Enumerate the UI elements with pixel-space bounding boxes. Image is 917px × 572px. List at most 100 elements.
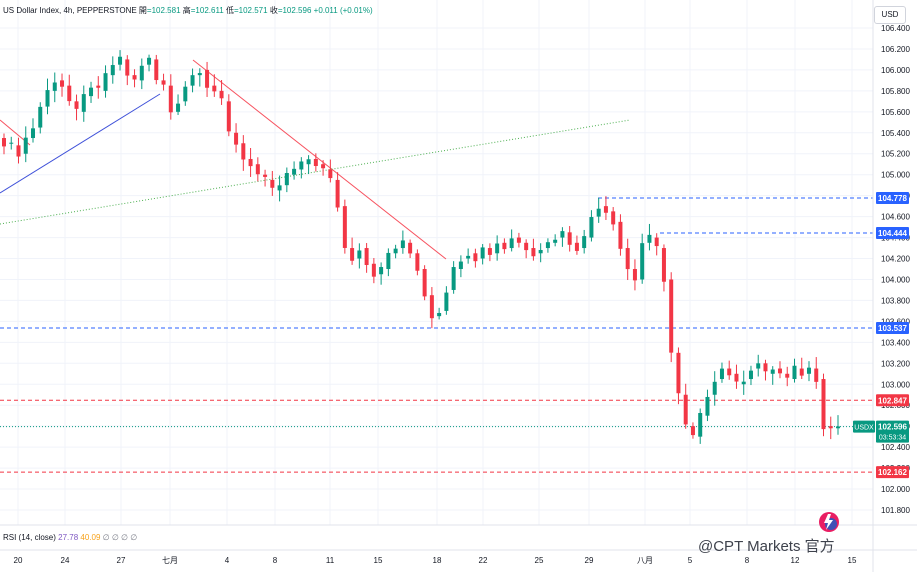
candle-body bbox=[480, 247, 485, 259]
currency-button[interactable]: USD bbox=[874, 6, 906, 24]
y-tick-label: 103.400 bbox=[881, 338, 910, 347]
rsi-ma-value: 40.09 bbox=[80, 533, 101, 542]
candle-body bbox=[45, 90, 50, 107]
price-level-badge bbox=[876, 466, 909, 479]
candle-body bbox=[139, 65, 144, 81]
candle-body bbox=[719, 368, 724, 380]
y-tick-label: 106.400 bbox=[881, 24, 910, 33]
y-tick-label: 101.800 bbox=[881, 506, 910, 515]
candle-body bbox=[270, 179, 275, 188]
x-tick-label: 18 bbox=[433, 556, 442, 565]
candle-body bbox=[415, 253, 420, 271]
candle-body bbox=[292, 168, 297, 175]
candle-body bbox=[321, 164, 326, 169]
x-tick-label: 八月 bbox=[637, 556, 653, 565]
x-tick-label: 5 bbox=[688, 556, 693, 565]
candle-body bbox=[125, 59, 130, 76]
candle-body bbox=[806, 367, 811, 374]
candle-body bbox=[197, 73, 202, 76]
candle-body bbox=[567, 232, 572, 245]
candle-body bbox=[836, 426, 840, 429]
candle-body bbox=[473, 253, 478, 262]
candle-body bbox=[96, 85, 101, 88]
x-tick-label: 8 bbox=[745, 556, 750, 565]
candle-body bbox=[219, 90, 224, 99]
candle-body bbox=[9, 142, 14, 144]
candle-body bbox=[400, 240, 405, 249]
change-value: +0.011 (+0.01%) bbox=[313, 6, 373, 15]
lightning-icon bbox=[819, 512, 839, 532]
candle-body bbox=[495, 243, 500, 254]
candle-body bbox=[313, 158, 318, 167]
candle-body bbox=[799, 368, 804, 376]
candle-body bbox=[81, 94, 86, 112]
high-label: 高 bbox=[182, 6, 191, 15]
x-tick-label: 15 bbox=[374, 556, 383, 565]
candle-body bbox=[393, 248, 398, 254]
candle-body bbox=[350, 248, 355, 261]
candle-body bbox=[553, 239, 558, 243]
candle-body bbox=[379, 267, 384, 275]
price-levels bbox=[0, 197, 873, 473]
candle-body bbox=[524, 242, 529, 251]
chart-header: US Dollar Index, 4h, PEPPERSTONE 開=102.5… bbox=[3, 5, 373, 16]
candle-body bbox=[596, 208, 601, 217]
price-level-badge bbox=[876, 321, 909, 334]
candle-body bbox=[342, 206, 347, 248]
price-level-label: 102.847 bbox=[878, 396, 907, 405]
price-level-label: 102.162 bbox=[878, 468, 907, 477]
y-tick-label: 104.200 bbox=[881, 255, 910, 264]
candle-body bbox=[734, 373, 739, 382]
x-tick-label: 20 bbox=[14, 556, 23, 565]
candle-body bbox=[828, 426, 833, 429]
candle-body bbox=[306, 159, 311, 165]
candle-body bbox=[451, 267, 456, 290]
candle-body bbox=[110, 65, 115, 76]
x-tick-label: 22 bbox=[479, 556, 488, 565]
low-value: =102.571 bbox=[233, 6, 268, 15]
candle-body bbox=[212, 85, 217, 92]
candle-body bbox=[444, 292, 449, 311]
x-tick-label: 24 bbox=[61, 556, 70, 565]
candle-body bbox=[118, 56, 123, 65]
rsi-value: 27.78 bbox=[58, 533, 79, 542]
candle-body bbox=[589, 217, 594, 238]
candle-body bbox=[770, 369, 775, 374]
candle-body bbox=[132, 75, 137, 80]
candle-body bbox=[618, 221, 623, 249]
candle-body bbox=[466, 255, 471, 259]
candle-body bbox=[335, 179, 340, 208]
rsi-extra: ∅ ∅ ∅ ∅ bbox=[102, 533, 138, 542]
candle-body bbox=[67, 85, 72, 102]
watermark: @CPT Markets 官方 bbox=[698, 538, 835, 555]
candle-body bbox=[408, 242, 413, 254]
candle-body bbox=[248, 158, 253, 167]
close-label: 收 bbox=[269, 6, 278, 15]
candle-body bbox=[16, 145, 21, 157]
candle-body bbox=[357, 250, 362, 259]
candle-body bbox=[226, 101, 231, 132]
candle-body bbox=[727, 368, 732, 376]
x-tick-label: 15 bbox=[848, 556, 857, 565]
y-tick-label: 106.200 bbox=[881, 45, 910, 54]
candles bbox=[2, 50, 840, 444]
y-tick-label: 105.200 bbox=[881, 150, 910, 159]
price-level-label: 104.444 bbox=[878, 229, 907, 238]
x-tick-label: 8 bbox=[273, 556, 278, 565]
candle-body bbox=[669, 279, 674, 353]
y-tick-label: 105.000 bbox=[881, 171, 910, 180]
candle-body bbox=[582, 236, 587, 249]
candle-body bbox=[422, 269, 427, 297]
candle-body bbox=[777, 368, 782, 374]
candle-body bbox=[299, 161, 304, 170]
close-value: =102.596 bbox=[277, 6, 312, 15]
price-level-label: 104.778 bbox=[878, 194, 907, 203]
x-tick-label: 25 bbox=[535, 556, 544, 565]
price-level-badge bbox=[876, 394, 909, 407]
candle-body bbox=[756, 363, 761, 369]
low-label: 低 bbox=[225, 6, 234, 15]
candle-body bbox=[364, 248, 369, 266]
candle-body bbox=[371, 263, 376, 277]
